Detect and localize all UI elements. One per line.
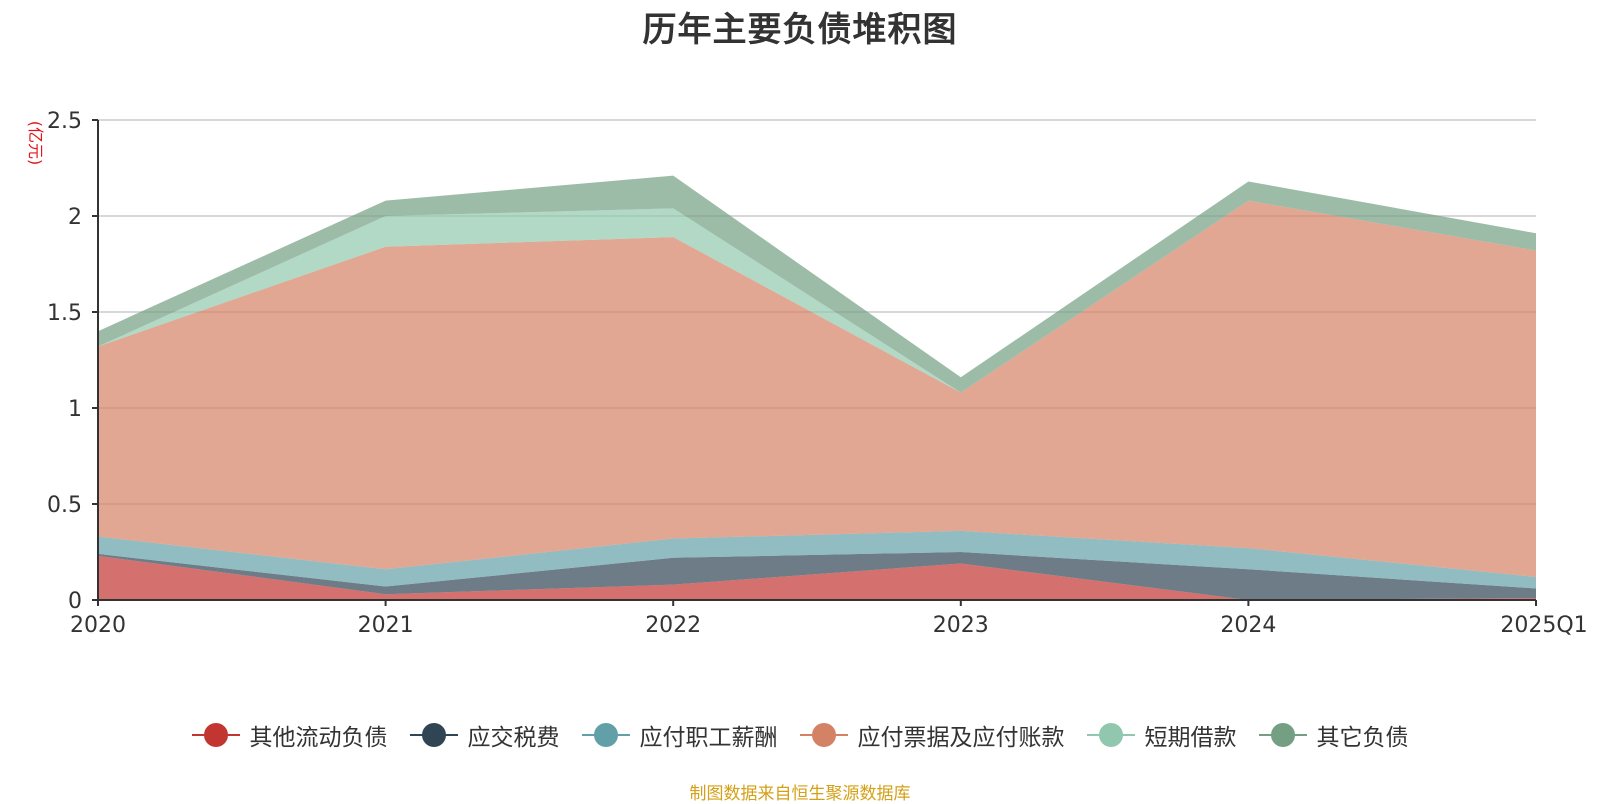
legend: 其他流动负债 应交税费 应付职工薪酬 应付票据及应付账款 短期借款 其它负债 [0, 718, 1600, 752]
legend-label: 应付票据及应付账款 [857, 725, 1065, 751]
y-tick-label-0: 0 [68, 589, 82, 614]
legend-marker-icon [1086, 723, 1135, 747]
x-tick-label-2: 2022 [645, 613, 701, 638]
legend-label: 其他流动负债 [249, 725, 388, 751]
area-series-3[interactable] [98, 200, 1536, 577]
legend-marker-icon [409, 723, 458, 747]
legend-item-5[interactable]: 其它负债 [1258, 718, 1409, 752]
x-tick-label-0: 2020 [70, 613, 126, 638]
legend-marker-icon [191, 723, 240, 747]
y-tick-label-3: 1.5 [47, 301, 82, 326]
legend-label: 应交税费 [467, 725, 560, 751]
y-axis-unit-label: (亿元) [26, 121, 45, 166]
legend-item-4[interactable]: 短期借款 [1086, 718, 1237, 752]
x-tick-label-5: 2025Q1 [1500, 613, 1587, 638]
legend-label: 短期借款 [1144, 725, 1237, 751]
legend-item-1[interactable]: 应交税费 [409, 718, 560, 752]
area-series-1[interactable] [98, 552, 1536, 600]
area-series-0[interactable] [98, 555, 1536, 600]
y-tick-label-1: 0.5 [47, 493, 82, 518]
legend-item-3[interactable]: 应付票据及应付账款 [799, 718, 1065, 752]
area-series-5[interactable] [98, 175, 1536, 393]
legend-item-2[interactable]: 应付职工薪酬 [581, 718, 778, 752]
x-tick-label-1: 2021 [358, 613, 414, 638]
y-tick-label-2: 1 [68, 397, 82, 422]
x-tick-label-4: 2024 [1220, 613, 1276, 638]
legend-item-0[interactable]: 其他流动负债 [191, 718, 388, 752]
legend-marker-icon [1258, 723, 1307, 747]
area-series-2[interactable] [98, 530, 1536, 589]
legend-label: 其它负债 [1316, 725, 1409, 751]
y-tick-label-5: 2.5 [47, 109, 82, 134]
legend-label: 应付职工薪酬 [639, 725, 778, 751]
y-tick-label-4: 2 [68, 205, 82, 230]
legend-marker-icon [581, 723, 630, 747]
x-tick-label-3: 2023 [933, 613, 989, 638]
source-note: 制图数据来自恒生聚源数据库 [689, 784, 911, 804]
chart-title: 历年主要负债堆积图 [642, 10, 958, 50]
area-series-layer [98, 175, 1536, 600]
axes: 0 0.5 1 1.5 2 2.5 2020 2021 2022 2023 2024 2025Q1 [47, 109, 1588, 638]
legend-marker-icon [799, 723, 848, 747]
